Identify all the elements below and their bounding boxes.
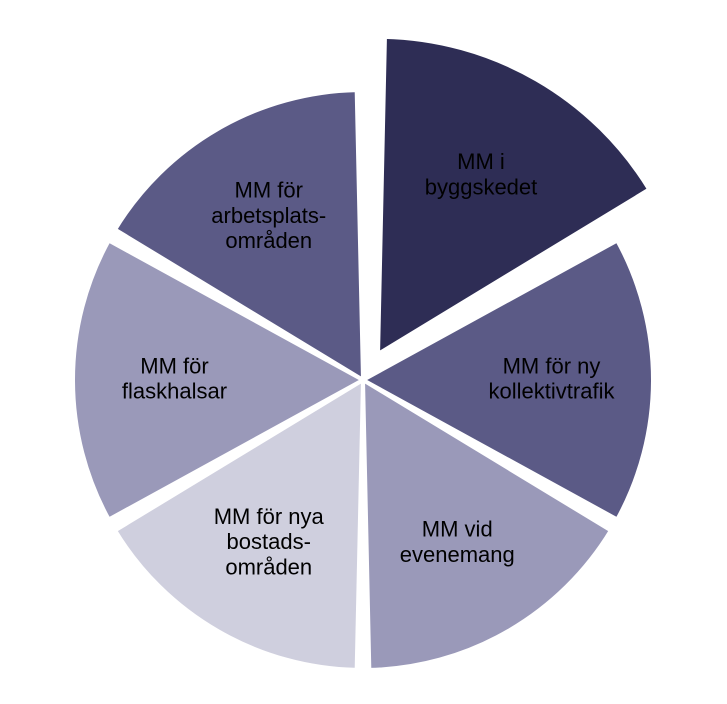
pie-slice-label: MM för nyabostads-områden	[214, 504, 325, 580]
pie-slice-label: MM för nykollektivtrafik	[489, 353, 616, 403]
pie-chart: MM ibyggskedetMM för nykollektivtrafikMM…	[0, 0, 727, 704]
